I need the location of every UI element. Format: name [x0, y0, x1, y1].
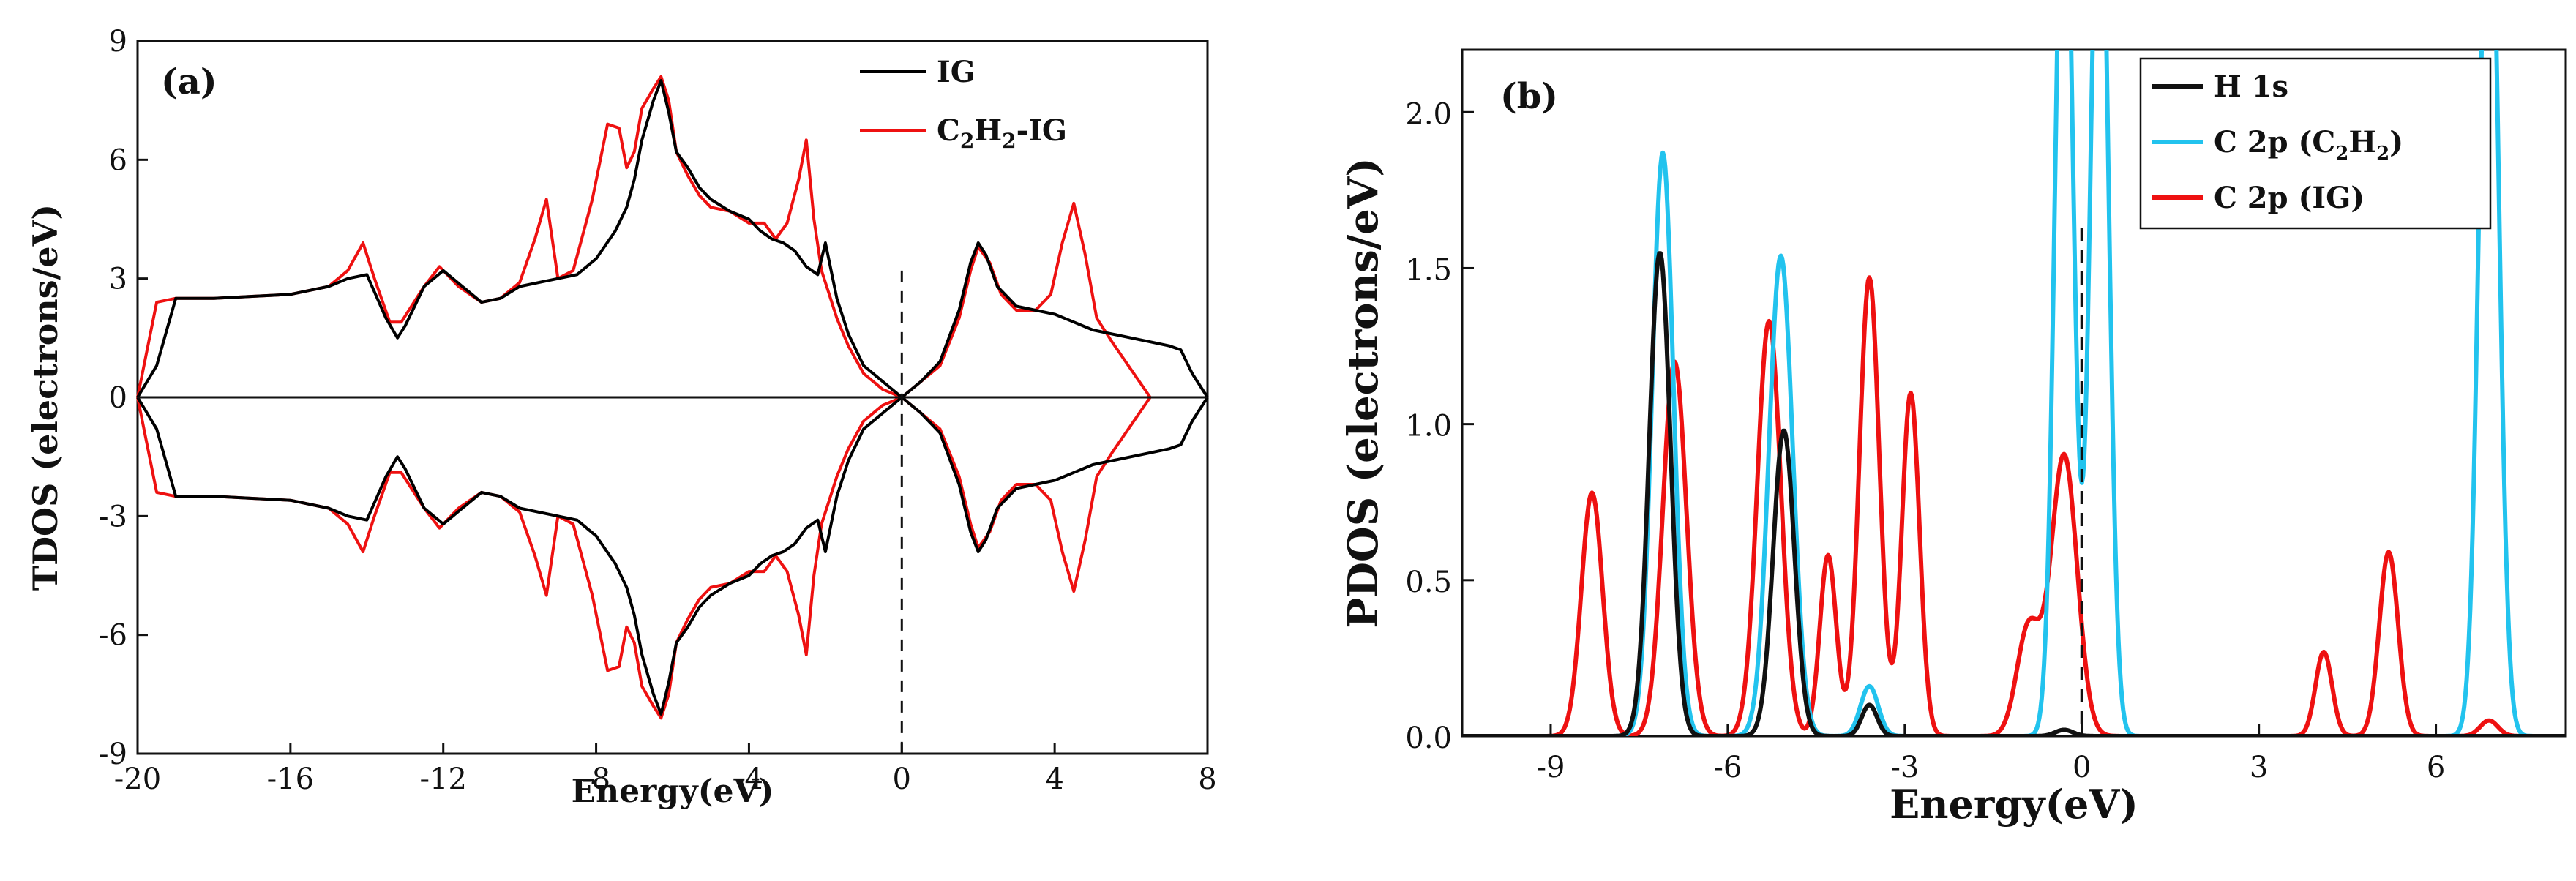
panel-b-label: (b) — [1500, 76, 1558, 117]
panel-b-pdos-chart: -9 -6 -3 0 3 60.00.51.01.52.0 (b) Energy(eV) … — [1339, 48, 2567, 828]
x-tick-label: 0 — [2073, 751, 2091, 784]
legend-label-c-2p-ig: C 2p (IG) — [2214, 181, 2365, 215]
legend-label-h-1s: H 1s — [2214, 70, 2288, 104]
y-tick-label: -3 — [99, 500, 127, 533]
x-tick-label: 4 — [1045, 762, 1063, 796]
y-tick-label: 9 — [109, 25, 127, 59]
x-tick-label: -9 — [1536, 751, 1565, 784]
legend-c2h2-ig-c: C — [937, 113, 960, 148]
y-tick-label: 2.0 — [1405, 97, 1452, 131]
x-tick-label: -4 — [735, 762, 763, 796]
legend-c2h2-ig-sub2: 2 — [1002, 129, 1016, 153]
legend-c2p-c2h2-tail: ) — [2389, 125, 2403, 160]
y-tick-label: -6 — [99, 619, 127, 653]
series-h-1s — [1462, 251, 2566, 736]
panel-a-label: (a) — [161, 61, 217, 102]
legend-label-c2h2-ig: C2H2-IG — [937, 113, 1067, 153]
series-ig-spin-up — [136, 79, 1209, 399]
y-tick-label: 1.0 — [1405, 410, 1452, 443]
x-tick-label: 6 — [2427, 751, 2445, 784]
series-ig-spin-down — [136, 396, 1209, 716]
legend-label-c-2p-c2h2: C 2p (C2H2) — [2214, 125, 2403, 165]
x-tick-label: -6 — [1713, 751, 1742, 784]
legend-c2p-c2h2-main: C 2p (C — [2214, 125, 2335, 160]
legend-c2h2-ig-tail: -IG — [1016, 113, 1067, 148]
panel-b-series-group — [1462, 50, 2566, 736]
legend-label-ig: IG — [937, 55, 976, 89]
x-tick-label: -12 — [420, 762, 467, 796]
panel-a-y-axis-title: TDOS (electrons/eV) — [26, 204, 65, 591]
panel-a-series-group — [136, 75, 1209, 720]
panel-b-legend: H 1s C 2p (C2H2) C 2p (IG) — [2139, 57, 2492, 230]
y-tick-label: 1.5 — [1405, 253, 1452, 287]
x-tick-label: -16 — [267, 762, 314, 796]
x-tick-label: -20 — [114, 762, 161, 796]
panel-a-x-axis-title: Energy(eV) — [572, 773, 774, 810]
panel-b-ticks: -9 -6 -3 0 3 6 0.0 0.5 1.0 1.5 2.0 — [1405, 97, 2445, 784]
legend-c2h2-ig-h: H — [974, 113, 1002, 148]
panel-b-y-axis-title: PDOS (electrons/eV) — [1339, 157, 1388, 629]
panel-b-x-axis-title: Energy(eV) — [1890, 781, 2138, 828]
y-tick-label: 0.0 — [1405, 721, 1452, 755]
legend-c2p-c2h2-h: H — [2348, 125, 2376, 160]
panel-a-tdos-chart: -20 -16 -12 -8 -4 0 4 8 -9 -6 -3 0 3 6 9 (a) Energy(eV… — [26, 25, 1217, 810]
y-tick-label: 3 — [109, 263, 127, 296]
series-c-2p-ig — [1462, 275, 2566, 736]
panel-a-legend: IG C2H2-IG — [860, 55, 1067, 153]
legend-c2p-c2h2-sub1: 2 — [2335, 143, 2348, 165]
x-tick-label: 3 — [2250, 751, 2268, 784]
y-tick-label: -9 — [99, 738, 127, 771]
y-tick-label: 0.5 — [1405, 566, 1452, 599]
x-tick-label: -3 — [1890, 751, 1919, 784]
legend-c2p-c2h2-sub2: 2 — [2376, 143, 2389, 165]
panel-a-ticks: -20 -16 -12 -8 -4 0 4 8 -9 -6 -3 0 3 6 9 — [99, 25, 1217, 796]
x-tick-label: -8 — [582, 762, 610, 796]
legend-c2h2-ig-sub1: 2 — [960, 129, 974, 153]
series-c2h2-ig-spin-down — [136, 396, 1152, 720]
x-tick-label: 0 — [893, 762, 911, 796]
x-tick-label: 8 — [1198, 762, 1216, 796]
y-tick-label: 0 — [109, 381, 127, 415]
y-tick-label: 6 — [109, 143, 127, 177]
